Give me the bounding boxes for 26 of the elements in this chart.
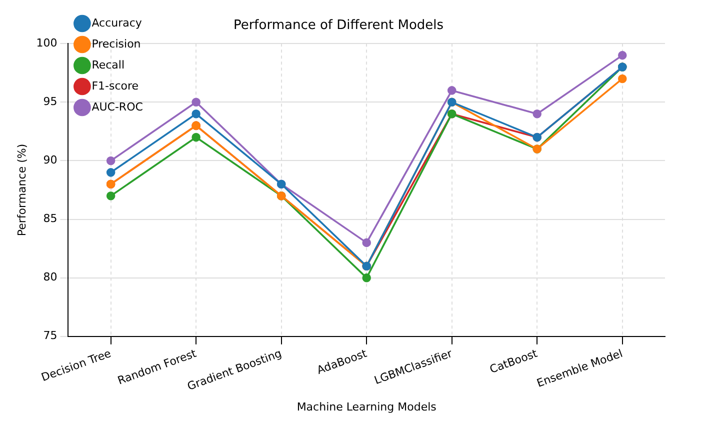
point	[362, 273, 371, 282]
y-tick-label: 95	[43, 95, 58, 108]
point	[618, 74, 627, 84]
point	[532, 109, 542, 118]
point	[106, 156, 116, 166]
x-axis-title: Machine Learning Models	[296, 400, 437, 414]
y-tick-label: 75	[43, 329, 58, 342]
point	[192, 98, 200, 107]
point	[618, 50, 627, 60]
legend-label: Accuracy	[92, 16, 142, 30]
point	[192, 109, 200, 118]
legend-label: F1-score	[92, 79, 139, 92]
point	[362, 238, 371, 248]
y-axis-title: Performance (%)	[15, 144, 28, 236]
point	[106, 191, 116, 200]
y-tick-label: 85	[43, 212, 58, 226]
point	[192, 132, 200, 142]
chart-title: Performance of Different Models	[233, 18, 444, 34]
legend-label: AUC-ROC	[92, 100, 144, 114]
point	[106, 168, 116, 177]
y-tick-label: 80	[43, 270, 58, 284]
legend-label: Recall	[92, 58, 125, 72]
y-tick-label: 90	[43, 154, 58, 167]
point	[447, 86, 456, 95]
legend-label: Precision	[92, 37, 141, 50]
y-tick-label: 100	[36, 36, 58, 50]
